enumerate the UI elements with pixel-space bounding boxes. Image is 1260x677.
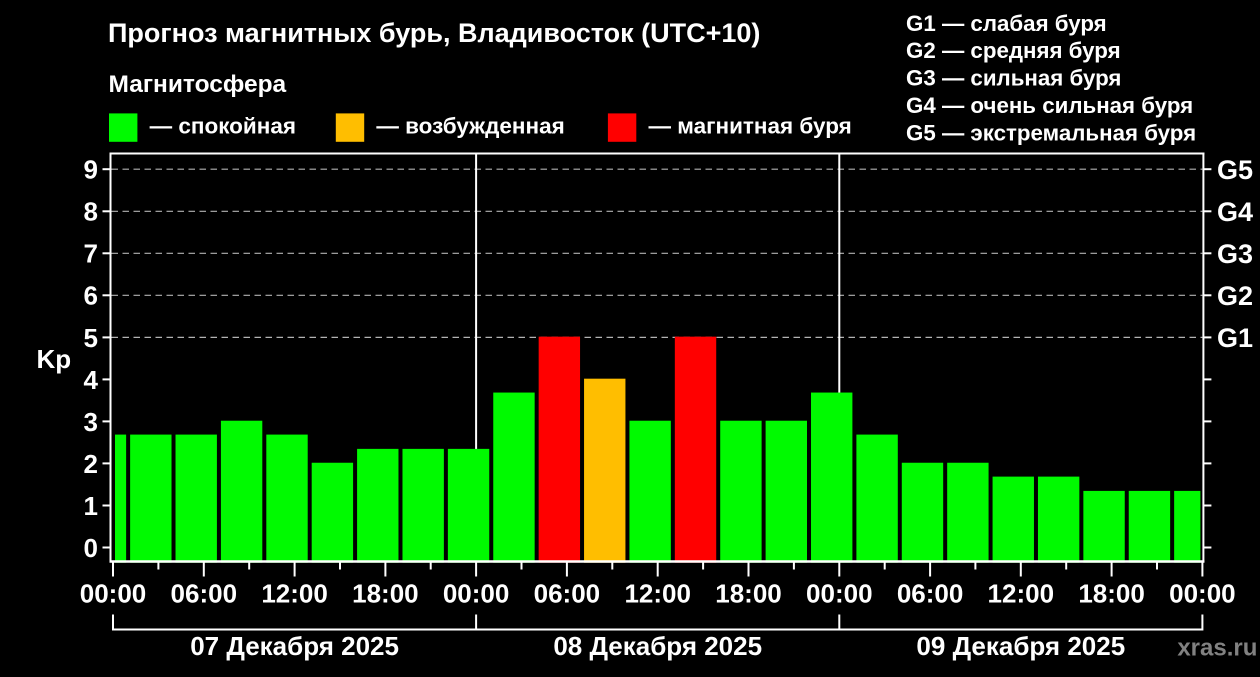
svg-text:06:00: 06:00 <box>534 579 601 609</box>
svg-text:00:00: 00:00 <box>1169 579 1236 609</box>
svg-text:xras.ru: xras.ru <box>1177 635 1257 662</box>
svg-text:08 Декабря 2025: 08 Декабря 2025 <box>553 631 762 661</box>
svg-text:18:00: 18:00 <box>1078 579 1145 609</box>
svg-text:G3: G3 <box>1217 239 1253 269</box>
svg-text:12:00: 12:00 <box>261 579 328 609</box>
svg-text:09 Декабря 2025: 09 Декабря 2025 <box>916 631 1125 661</box>
svg-text:06:00: 06:00 <box>171 579 238 609</box>
svg-text:— возбужденная: — возбужденная <box>376 113 564 138</box>
svg-text:G5: G5 <box>1217 155 1253 185</box>
svg-text:— спокойная: — спокойная <box>150 113 296 138</box>
svg-text:— магнитная буря: — магнитная буря <box>649 113 852 138</box>
svg-text:G4 — очень сильная буря: G4 — очень сильная буря <box>906 93 1193 118</box>
svg-text:G4: G4 <box>1217 197 1253 227</box>
svg-text:9: 9 <box>84 155 98 185</box>
svg-text:18:00: 18:00 <box>352 579 419 609</box>
svg-text:07 Декабря 2025: 07 Декабря 2025 <box>190 631 399 661</box>
svg-text:Kp: Kp <box>37 344 72 374</box>
svg-text:Прогноз магнитных бурь, Владив: Прогноз магнитных бурь, Владивосток (UTC… <box>108 18 760 48</box>
svg-text:5: 5 <box>84 323 98 353</box>
svg-text:0: 0 <box>84 533 98 563</box>
svg-text:G5 — экстремальная буря: G5 — экстремальная буря <box>906 120 1196 145</box>
svg-text:12:00: 12:00 <box>988 579 1055 609</box>
svg-text:1: 1 <box>84 491 98 521</box>
svg-text:G3 — сильная буря: G3 — сильная буря <box>906 66 1121 91</box>
svg-text:G2 — средняя буря: G2 — средняя буря <box>906 38 1121 63</box>
svg-text:00:00: 00:00 <box>80 579 147 609</box>
svg-text:00:00: 00:00 <box>443 579 510 609</box>
svg-text:12:00: 12:00 <box>624 579 691 609</box>
svg-text:4: 4 <box>84 365 99 395</box>
svg-text:G1 — слабая буря: G1 — слабая буря <box>906 11 1107 36</box>
svg-text:06:00: 06:00 <box>897 579 964 609</box>
svg-text:G2: G2 <box>1217 281 1253 311</box>
svg-text:00:00: 00:00 <box>806 579 873 609</box>
svg-text:Магнитосфера: Магнитосфера <box>109 71 287 98</box>
svg-text:18:00: 18:00 <box>715 579 782 609</box>
svg-text:3: 3 <box>84 407 98 437</box>
svg-text:7: 7 <box>84 239 98 269</box>
svg-text:8: 8 <box>84 197 98 227</box>
svg-text:G1: G1 <box>1217 323 1253 353</box>
svg-text:6: 6 <box>84 281 98 311</box>
svg-text:2: 2 <box>84 449 98 479</box>
